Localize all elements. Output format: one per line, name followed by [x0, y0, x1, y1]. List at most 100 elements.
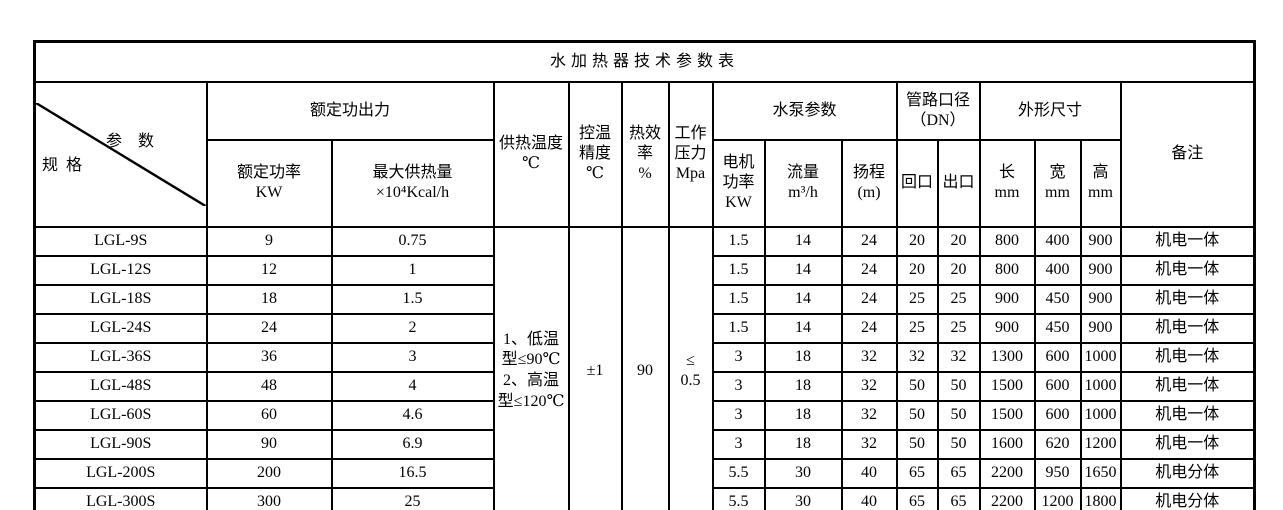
cell-head: 40 [840, 486, 898, 510]
cell-width: 950 [1033, 457, 1082, 489]
diagonal-divider-icon [36, 103, 206, 206]
cell-max-heat: 1 [330, 254, 495, 286]
cell-outlet-port: 50 [936, 428, 981, 460]
cell-rated-power: 300 [205, 486, 333, 510]
cell-width: 600 [1033, 399, 1082, 431]
cell-rated-power: 36 [205, 341, 333, 373]
cell-rated-power: 48 [205, 370, 333, 402]
cell-outlet-port: 20 [936, 225, 981, 257]
cell-max-heat: 25 [330, 486, 495, 510]
cell-remark: 机电分体 [1119, 486, 1256, 510]
table-body: LGL-9S 9 0.75 1、低温型≤90℃ 2、高温型≤120℃ ±1 90 ≤ 0.5… [33, 225, 1256, 510]
table-row: LGL-24S 24 2 1.5 14 24 25 25 900 450 900 机电一体 [33, 312, 1256, 344]
cell-remark: 机电一体 [1119, 399, 1256, 431]
table-row: LGL-300S 300 25 5.5 30 40 65 65 2200 1200 1800 机电分体 [33, 486, 1256, 510]
cell-rated-power: 60 [205, 399, 333, 431]
cell-width: 400 [1033, 254, 1082, 286]
header-work-pressure: 工作 压力 Mpa [667, 80, 714, 228]
corner-label-parameter: 参 数 [106, 132, 155, 150]
cell-length: 800 [978, 225, 1036, 257]
cell-temp-precision-merged: ±1 [567, 225, 623, 510]
water-heater-spec-table: 水加热器技术参数表 参 数 规 格 额定功出力 供热温度 ℃ 控温 精度 ℃ 热… [33, 40, 1257, 510]
cell-model: LGL-36S [33, 341, 208, 373]
cell-remark: 机电一体 [1119, 283, 1256, 315]
header-outlet-port: 出口 [936, 138, 981, 228]
header-motor-power: 电机 功率 KW [711, 138, 766, 228]
cell-max-heat: 2 [330, 312, 495, 344]
cell-rated-power: 24 [205, 312, 333, 344]
cell-motor-power: 1.5 [711, 254, 766, 286]
cell-height: 1800 [1079, 486, 1122, 510]
cell-head: 24 [840, 225, 898, 257]
cell-return-port: 50 [895, 399, 939, 431]
cell-motor-power: 5.5 [711, 457, 766, 489]
cell-motor-power: 3 [711, 428, 766, 460]
cell-return-port: 25 [895, 312, 939, 344]
header-thermal-efficiency: 热效 率 % [620, 80, 670, 228]
header-max-heat: 最大供热量 ×10⁴Kcal/h [330, 138, 495, 228]
title-row: 水加热器技术参数表 [33, 40, 1256, 83]
header-dimensions-group: 外形尺寸 [978, 80, 1122, 141]
cell-outlet-port: 50 [936, 399, 981, 431]
cell-length: 800 [978, 254, 1036, 286]
cell-flow: 14 [763, 283, 843, 315]
cell-model: LGL-300S [33, 486, 208, 510]
cell-length: 1500 [978, 370, 1036, 402]
cell-outlet-port: 32 [936, 341, 981, 373]
cell-max-heat: 0.75 [330, 225, 495, 257]
header-rated-power: 额定功率 KW [205, 138, 333, 228]
cell-height: 900 [1079, 254, 1122, 286]
table-row: LGL-48S 48 4 3 18 32 50 50 1500 600 1000 机电一体 [33, 370, 1256, 402]
header-remark: 备注 [1119, 80, 1256, 228]
cell-flow: 30 [763, 486, 843, 510]
cell-motor-power: 3 [711, 370, 766, 402]
cell-return-port: 25 [895, 283, 939, 315]
cell-length: 1500 [978, 399, 1036, 431]
cell-thermal-eff-merged: 90 [620, 225, 670, 510]
cell-width: 450 [1033, 283, 1082, 315]
cell-return-port: 50 [895, 370, 939, 402]
cell-length: 2200 [978, 486, 1036, 510]
cell-flow: 30 [763, 457, 843, 489]
cell-outlet-port: 20 [936, 254, 981, 286]
cell-head: 24 [840, 254, 898, 286]
cell-supply-temp-merged: 1、低温型≤90℃ 2、高温型≤120℃ [492, 225, 570, 510]
page-title: 水加热器技术参数表 [33, 40, 1256, 83]
header-pump-group: 水泵参数 [711, 80, 898, 141]
cell-flow: 14 [763, 312, 843, 344]
cell-remark: 机电一体 [1119, 312, 1256, 344]
cell-remark: 机电一体 [1119, 428, 1256, 460]
cell-model: LGL-200S [33, 457, 208, 489]
cell-model: LGL-90S [33, 428, 208, 460]
cell-work-pressure-merged: ≤ 0.5 [667, 225, 714, 510]
cell-height: 1000 [1079, 370, 1122, 402]
cell-head: 24 [840, 283, 898, 315]
cell-model: LGL-24S [33, 312, 208, 344]
cell-length: 900 [978, 312, 1036, 344]
cell-return-port: 20 [895, 254, 939, 286]
cell-motor-power: 1.5 [711, 283, 766, 315]
cell-height: 900 [1079, 283, 1122, 315]
cell-head: 32 [840, 399, 898, 431]
cell-return-port: 32 [895, 341, 939, 373]
cell-flow: 18 [763, 428, 843, 460]
header-row-2: 额定功率 KW 最大供热量 ×10⁴Kcal/h 电机 功率 KW 流量 m³/… [35, 138, 1255, 228]
header-pipe-diameter-group: 管路口径 （DN） [895, 80, 981, 141]
cell-length: 900 [978, 283, 1036, 315]
cell-remark: 机电一体 [1119, 370, 1256, 402]
header-return-port: 回口 [895, 138, 939, 228]
header-length: 长 mm [978, 138, 1036, 228]
header-temp-precision: 控温 精度 ℃ [567, 80, 623, 228]
cell-flow: 18 [763, 341, 843, 373]
cell-height: 1000 [1079, 341, 1122, 373]
cell-max-heat: 1.5 [330, 283, 495, 315]
header-row-1: 参 数 规 格 额定功出力 供热温度 ℃ 控温 精度 ℃ 热效 率 % 工作 压… [33, 80, 1256, 228]
cell-head: 32 [840, 428, 898, 460]
cell-outlet-port: 65 [936, 486, 981, 510]
cell-width: 600 [1033, 370, 1082, 402]
header-head: 扬程 (m) [840, 138, 898, 228]
cell-outlet-port: 25 [936, 312, 981, 344]
cell-width: 620 [1033, 428, 1082, 460]
cell-length: 2200 [978, 457, 1036, 489]
